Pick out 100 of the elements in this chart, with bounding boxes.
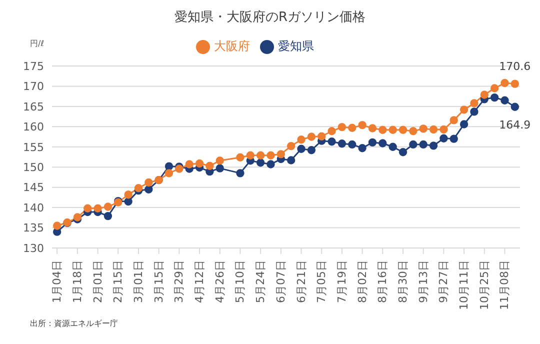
point	[266, 151, 275, 160]
point	[480, 90, 488, 99]
point	[338, 122, 346, 132]
point	[134, 184, 143, 192]
y-tick-label: 160	[23, 120, 44, 134]
x-tick-label: 9月27日	[437, 260, 450, 303]
point	[236, 169, 244, 178]
point	[358, 144, 366, 152]
x-tick-label: 6月07日	[274, 260, 288, 303]
y-tick-label: 170	[23, 80, 44, 94]
point	[510, 80, 520, 88]
point	[266, 160, 275, 168]
point	[124, 190, 132, 199]
point	[500, 96, 509, 104]
point	[429, 125, 438, 134]
point	[388, 126, 397, 134]
point	[368, 124, 377, 132]
x-tick-label: 7月05日	[315, 260, 328, 303]
x-tick-label: 10月11日	[458, 260, 471, 310]
point	[510, 102, 520, 111]
point	[348, 124, 356, 132]
point	[124, 197, 132, 206]
point	[195, 159, 204, 168]
point	[470, 108, 478, 116]
y-tick-label: 130	[23, 242, 44, 255]
y-tick-label: 155	[23, 140, 44, 154]
point	[328, 127, 336, 136]
point	[409, 140, 418, 149]
point	[378, 126, 387, 134]
point	[104, 202, 112, 211]
point	[144, 185, 153, 194]
chart-title: 愛知県・大阪府のRガソリン価格	[173, 9, 367, 26]
x-tick-label: 4月26日	[213, 260, 226, 303]
point	[52, 222, 62, 230]
point	[490, 93, 499, 102]
point	[398, 126, 408, 134]
point	[450, 116, 458, 124]
y-tick-label: 135	[23, 222, 44, 235]
x-tick-label: 3月29日	[172, 260, 186, 303]
point	[328, 138, 336, 146]
point	[440, 125, 448, 134]
x-tick-label: 10月25日	[478, 260, 491, 310]
point	[236, 153, 244, 162]
y-tick-label: 165	[23, 100, 44, 114]
point	[398, 148, 408, 156]
point	[419, 124, 428, 133]
x-tick-label: 5月10日	[234, 260, 247, 303]
annotation: 170.6	[499, 60, 531, 73]
x-tick-label: 6月21日	[294, 260, 308, 303]
point	[470, 99, 478, 108]
point	[450, 134, 458, 143]
x-tick-label: 4月12日	[193, 260, 206, 303]
point	[206, 162, 214, 170]
x-tick-label: 2月01日	[91, 260, 104, 303]
point	[429, 142, 438, 150]
x-tick-label: 1月04日	[50, 260, 64, 303]
point	[348, 140, 356, 149]
point	[144, 178, 153, 187]
x-tick-label: 9月13日	[416, 260, 430, 303]
y-tick-label: 175	[23, 60, 44, 73]
y-axis-title: 円/ℓ	[30, 38, 44, 49]
point	[216, 156, 224, 165]
point	[286, 142, 296, 150]
point	[104, 212, 112, 220]
point	[256, 158, 265, 167]
x-tick-label: 7月19日	[335, 260, 348, 303]
y-tick-label: 150	[23, 161, 44, 174]
point	[164, 169, 174, 178]
point	[490, 84, 499, 92]
point	[164, 162, 174, 170]
x-tick-label: 3月15日	[152, 260, 166, 303]
point	[297, 136, 306, 144]
y-tick-label: 145	[23, 181, 44, 194]
point	[94, 204, 102, 212]
annotation: 164.9	[499, 118, 531, 132]
text: 出所：資源エネルギー庁	[30, 318, 118, 329]
point	[286, 156, 296, 164]
point	[256, 151, 265, 160]
x-tick-label: 5月24日	[254, 260, 268, 303]
point	[276, 150, 286, 158]
point	[358, 120, 366, 130]
point	[338, 140, 346, 148]
point	[185, 160, 194, 168]
point	[307, 146, 316, 154]
x-tick-label: 8月30日	[396, 260, 410, 303]
point	[440, 134, 448, 142]
legend-label: 愛知県	[278, 39, 314, 53]
x-tick-label: 8月16日	[376, 260, 390, 303]
point	[460, 106, 468, 114]
point	[297, 144, 306, 154]
point	[246, 151, 254, 160]
x-tick-label: 11月08日	[498, 260, 512, 310]
x-tick-label: 1月18日	[70, 260, 84, 303]
x-tick-label: 8月02日	[356, 260, 369, 303]
point	[368, 138, 377, 147]
legend-label: 大阪府	[214, 39, 250, 53]
point	[419, 140, 428, 149]
point	[216, 164, 224, 172]
point	[318, 132, 326, 140]
x-tick-label: 3月01日	[132, 260, 145, 303]
